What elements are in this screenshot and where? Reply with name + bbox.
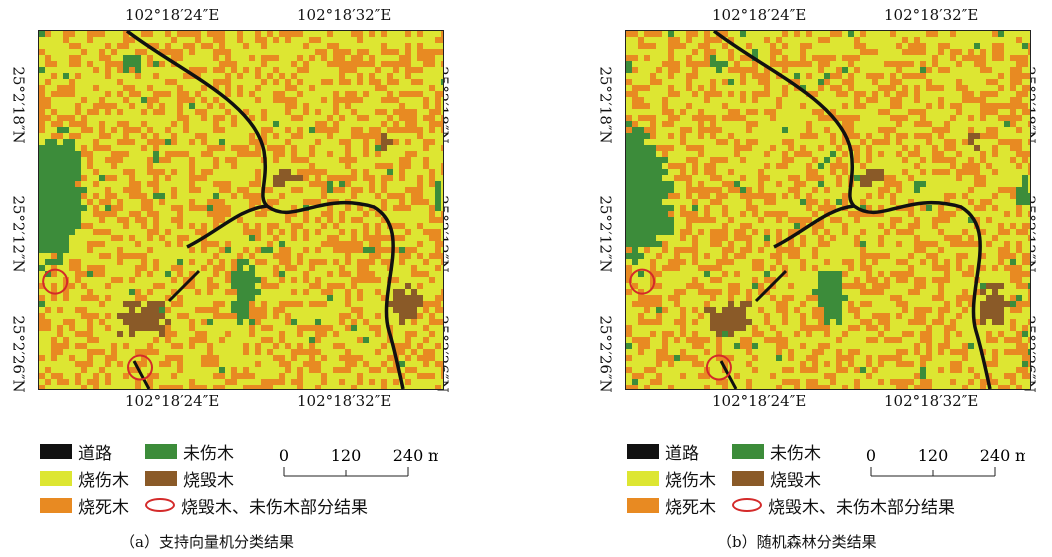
- lon-label-bottom-left: 102°18′24″E: [712, 392, 807, 410]
- highlight-circle-1: [705, 354, 732, 381]
- scale-tick-0: 0: [279, 446, 289, 465]
- scale-bar-b: 0 120 240 m: [835, 446, 1030, 486]
- scale-unit: m: [428, 446, 438, 465]
- legend-scorched: 烧伤木: [40, 469, 129, 491]
- road-swatch: [627, 443, 659, 459]
- legend-road: 道路: [627, 442, 699, 464]
- scale-tick-120: 120: [331, 446, 362, 465]
- lon-label-top-right: 102°18′32″E: [297, 6, 392, 24]
- lat-label-left-bottom: 25°2′26″N: [596, 315, 615, 393]
- road-line: [125, 31, 405, 389]
- lon-label-bottom-left: 102°18′24″E: [125, 392, 220, 410]
- lat-label-left-mid: 25°2′12″N: [9, 195, 28, 273]
- lon-label-top-left: 102°18′24″E: [712, 6, 807, 24]
- scale-bar-a: 0 120 240 m: [248, 446, 443, 486]
- road-segment: [132, 269, 201, 389]
- scale-unit: m: [1015, 446, 1025, 465]
- legend-destroyed: 烧毁木: [732, 469, 821, 491]
- legend-scorched: 烧伤木: [627, 469, 716, 491]
- panel-a: 102°18′24″E 102°18′32″E 25°2′18″N 25°2′1…: [0, 0, 480, 557]
- classification-raster-b: [626, 31, 1030, 389]
- lat-label-left-mid: 25°2′12″N: [596, 195, 615, 273]
- circle-marker-icon: [732, 498, 762, 512]
- panel-b: 102°18′24″E 102°18′32″E 25°2′18″N 25°2′1…: [587, 0, 1052, 557]
- lon-label-top-right: 102°18′32″E: [884, 6, 979, 24]
- classification-map-b: [625, 30, 1031, 390]
- circle-marker-icon: [145, 498, 175, 512]
- raster-cells: [39, 31, 443, 389]
- lat-label-left-bottom: 25°2′26″N: [9, 315, 28, 393]
- lon-label-bottom-right: 102°18′32″E: [297, 392, 392, 410]
- unburned-swatch: [732, 443, 764, 459]
- dead-swatch: [627, 497, 659, 513]
- scorched-swatch: [627, 470, 659, 486]
- caption-b: （b）随机森林分类结果: [717, 533, 877, 551]
- legend-a: 道路 未伤木 烧伤木 烧毁木 烧死木 烧毁木、未伤木部分结果: [40, 438, 460, 518]
- highlight-circle-1: [127, 354, 153, 381]
- legend-partial: 烧毁木、未伤木部分结果: [732, 496, 955, 518]
- highlight-circle-0: [42, 268, 69, 295]
- scale-tick-240: 240: [393, 446, 424, 465]
- lat-label-left-top: 25°2′18″N: [9, 66, 28, 144]
- destroyed-swatch: [732, 470, 764, 486]
- classification-raster-a: [39, 31, 443, 389]
- scale-tick-0: 0: [866, 446, 876, 465]
- scale-tick-120: 120: [918, 446, 949, 465]
- lon-label-top-left: 102°18′24″E: [125, 6, 220, 24]
- road-line: [712, 31, 992, 389]
- road-swatch: [40, 443, 72, 459]
- lat-label-left-top: 25°2′18″N: [596, 66, 615, 144]
- scale-tick-240: 240: [980, 446, 1011, 465]
- destroyed-swatch: [145, 470, 177, 486]
- legend-unburned: 未伤木: [145, 442, 234, 464]
- raster-cells: [626, 31, 1030, 389]
- scorched-swatch: [40, 470, 72, 486]
- legend-dead: 烧死木: [627, 496, 716, 518]
- unburned-swatch: [145, 443, 177, 459]
- legend-road: 道路: [40, 442, 112, 464]
- legend-b: 道路 未伤木 烧伤木 烧毁木 烧死木 烧毁木、未伤木部分结果: [627, 438, 1047, 518]
- classification-map-a: [38, 30, 444, 390]
- highlight-circle-0: [629, 268, 656, 295]
- lon-label-bottom-right: 102°18′32″E: [884, 392, 979, 410]
- legend-dead: 烧死木: [40, 496, 129, 518]
- dead-swatch: [40, 497, 72, 513]
- caption-a: （a）支持向量机分类结果: [120, 533, 294, 551]
- legend-unburned: 未伤木: [732, 442, 821, 464]
- legend-destroyed: 烧毁木: [145, 469, 234, 491]
- legend-partial: 烧毁木、未伤木部分结果: [145, 496, 368, 518]
